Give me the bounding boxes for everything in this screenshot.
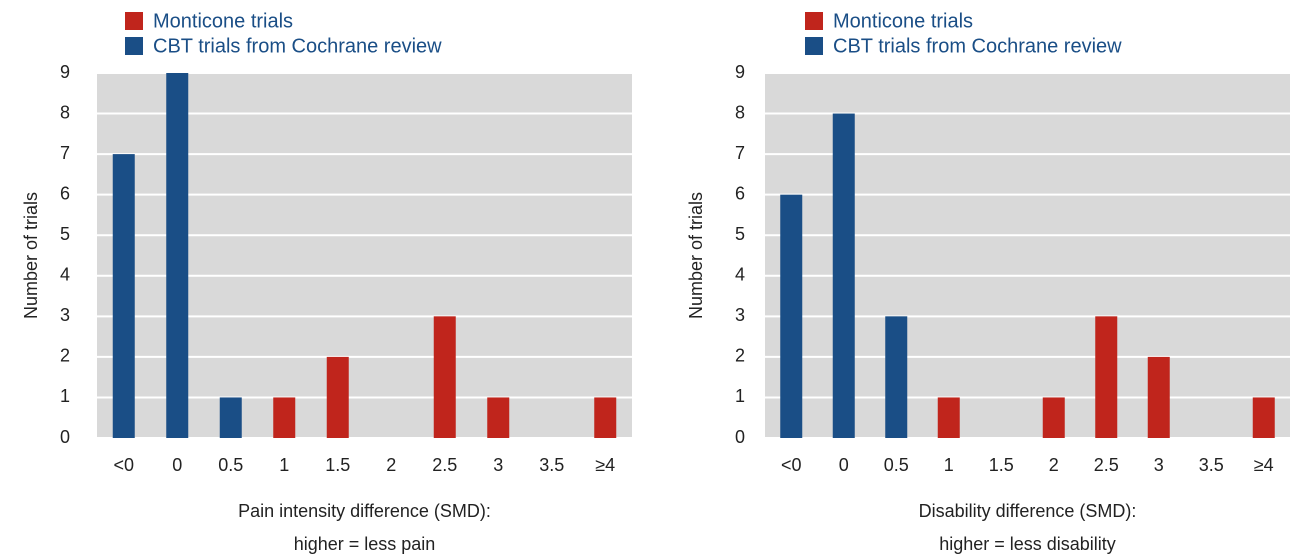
y-tick-label: 1 bbox=[735, 386, 745, 406]
x-tick-label: 0 bbox=[172, 455, 182, 475]
legend: Monticone trials bbox=[833, 10, 973, 32]
y-tick-label: 6 bbox=[60, 183, 70, 203]
x-tick-label: 3 bbox=[1154, 455, 1164, 475]
y-tick-label: 2 bbox=[60, 346, 70, 366]
y-tick-label: 8 bbox=[735, 102, 745, 122]
bar bbox=[885, 316, 908, 438]
y-tick-label: 3 bbox=[735, 305, 745, 325]
y-tick-label: 9 bbox=[60, 62, 70, 82]
bar bbox=[594, 397, 617, 438]
y-tick-label: 7 bbox=[60, 143, 70, 163]
legend-swatch bbox=[805, 37, 823, 55]
x-tick-label: 3.5 bbox=[1199, 455, 1224, 475]
legend: CBT trials from Cochrane review bbox=[153, 35, 442, 57]
bar bbox=[433, 316, 456, 438]
y-tick-label: 2 bbox=[735, 346, 745, 366]
y-tick-label: 8 bbox=[60, 102, 70, 122]
x-tick-label: 3 bbox=[493, 455, 503, 475]
x-tick-label: 0.5 bbox=[884, 455, 909, 475]
legend: CBT trials from Cochrane review bbox=[833, 35, 1122, 57]
y-tick-label: 4 bbox=[735, 265, 745, 285]
legend: Monticone trials bbox=[153, 10, 293, 32]
bar bbox=[326, 356, 349, 438]
bar bbox=[1147, 356, 1170, 438]
x-tick-label: 1 bbox=[279, 455, 289, 475]
x-tick-label: 2 bbox=[386, 455, 396, 475]
chart: 0 1 2 3 4 5 6 7 8 9 Number of trials <0 0 0.5 1 1.5 2 2.5… bbox=[21, 10, 632, 554]
bar bbox=[166, 73, 189, 438]
bar bbox=[219, 397, 242, 438]
bar bbox=[1095, 316, 1118, 438]
y-tick-label: 3 bbox=[60, 305, 70, 325]
y-tick-label: 6 bbox=[735, 183, 745, 203]
x-tick-label: 3.5 bbox=[539, 455, 564, 475]
bar bbox=[832, 113, 855, 439]
x-tick-label: <0 bbox=[113, 455, 134, 475]
x-tick-label: ≥4 bbox=[1254, 455, 1274, 475]
x-tick-label: ≥4 bbox=[595, 455, 615, 475]
bar bbox=[780, 194, 803, 438]
x-tick-label: 2 bbox=[1049, 455, 1059, 475]
bar bbox=[1252, 397, 1275, 438]
y-axis-label: Number of trials bbox=[686, 192, 706, 319]
legend-swatch bbox=[125, 37, 143, 55]
x-axis-label: Pain intensity difference (SMD): bbox=[238, 501, 491, 521]
bar bbox=[937, 397, 960, 438]
x-axis-label: higher = less disability bbox=[939, 534, 1116, 554]
bar bbox=[112, 154, 135, 438]
y-tick-label: 1 bbox=[60, 386, 70, 406]
x-axis-label: higher = less pain bbox=[294, 534, 436, 554]
chart: 0 1 2 3 4 5 6 7 8 9 Number of trials <0 0 0.5 1 1.5 2 2.5… bbox=[686, 10, 1290, 554]
x-tick-label: 2.5 bbox=[1094, 455, 1119, 475]
x-tick-label: 1.5 bbox=[325, 455, 350, 475]
y-tick-label: 9 bbox=[735, 62, 745, 82]
bar bbox=[1042, 397, 1065, 438]
bar bbox=[273, 397, 296, 438]
x-tick-label: <0 bbox=[781, 455, 802, 475]
legend-swatch bbox=[125, 12, 143, 30]
y-tick-label: 5 bbox=[735, 224, 745, 244]
x-tick-label: 1.5 bbox=[989, 455, 1014, 475]
legend-swatch bbox=[805, 12, 823, 30]
y-tick-label: 4 bbox=[60, 265, 70, 285]
x-tick-label: 1 bbox=[944, 455, 954, 475]
y-tick-label: 0 bbox=[735, 427, 745, 447]
y-axis-label: Number of trials bbox=[21, 192, 41, 319]
y-tick-label: 7 bbox=[735, 143, 745, 163]
x-tick-label: 0.5 bbox=[218, 455, 243, 475]
y-tick-label: 5 bbox=[60, 224, 70, 244]
bar bbox=[487, 397, 510, 438]
x-tick-label: 0 bbox=[839, 455, 849, 475]
x-axis-label: Disability difference (SMD): bbox=[919, 501, 1137, 521]
x-tick-label: 2.5 bbox=[432, 455, 457, 475]
y-tick-label: 0 bbox=[60, 427, 70, 447]
